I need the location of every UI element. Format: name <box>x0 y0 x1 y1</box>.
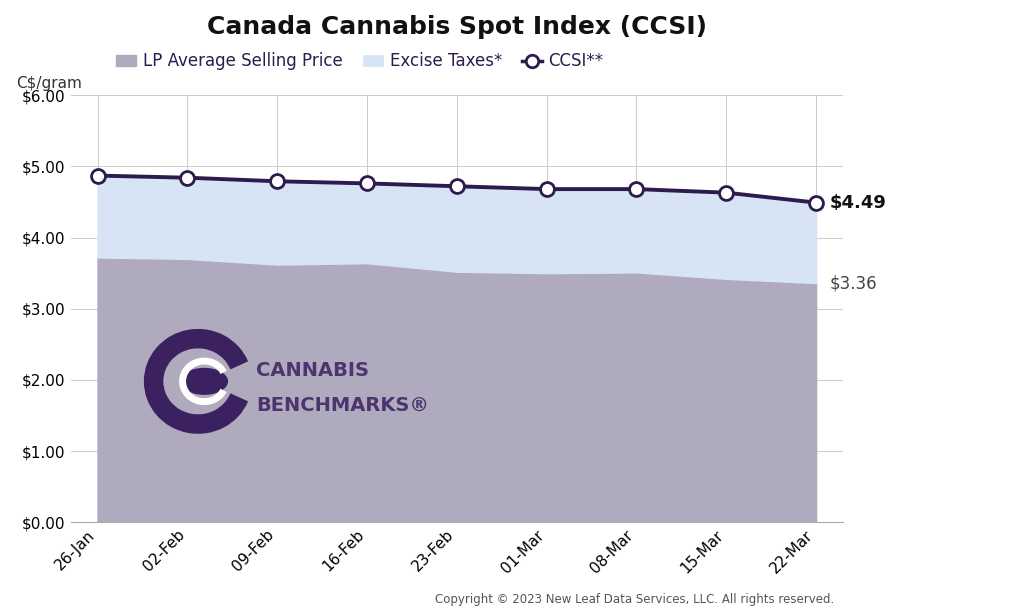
Title: Canada Cannabis Spot Index (CCSI): Canada Cannabis Spot Index (CCSI) <box>207 15 707 39</box>
Text: CANNABIS: CANNABIS <box>256 361 369 380</box>
Circle shape <box>181 368 227 394</box>
Text: C$/gram: C$/gram <box>16 76 82 91</box>
Text: BENCHMARKS®: BENCHMARKS® <box>256 395 429 414</box>
Legend: LP Average Selling Price, Excise Taxes*, CCSI**: LP Average Selling Price, Excise Taxes*,… <box>110 46 610 77</box>
Text: $3.36: $3.36 <box>829 274 878 292</box>
Text: Copyright © 2023 New Leaf Data Services, LLC. All rights reserved.: Copyright © 2023 New Leaf Data Services,… <box>435 593 835 606</box>
Text: $4.49: $4.49 <box>829 194 887 212</box>
